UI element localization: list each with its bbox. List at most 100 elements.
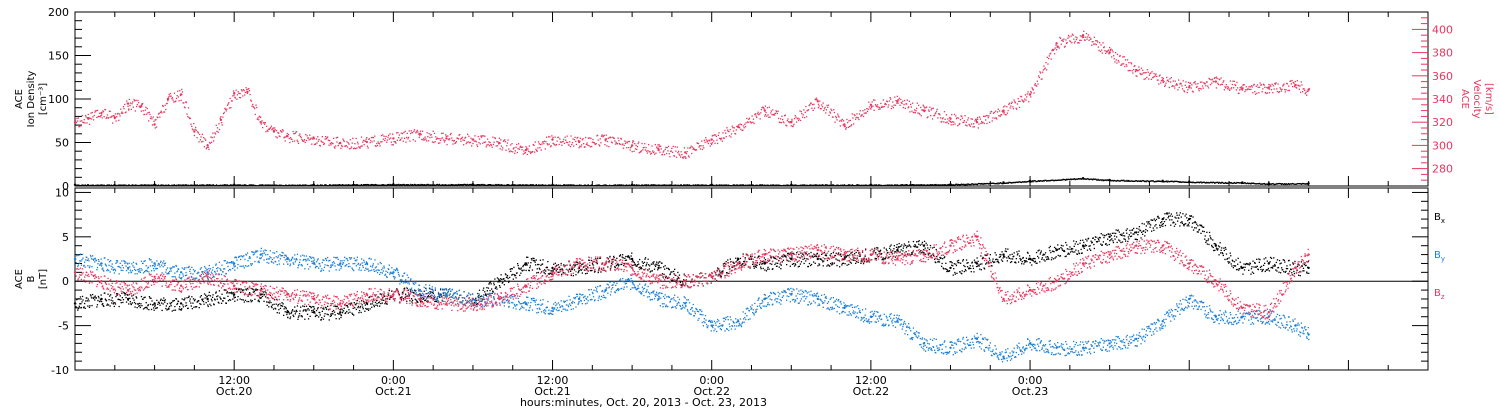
- velocity-point: [423, 138, 424, 139]
- bx-point: [211, 300, 212, 301]
- velocity-point: [771, 114, 772, 115]
- bx-point: [204, 293, 205, 294]
- bx-point: [726, 261, 727, 262]
- velocity-point: [403, 141, 404, 142]
- velocity-point: [1027, 91, 1028, 92]
- bx-point: [481, 295, 482, 296]
- bx-point: [119, 306, 120, 307]
- velocity-data-point: [445, 137, 447, 139]
- velocity-point: [297, 140, 298, 141]
- density-series: [74, 177, 1310, 187]
- velocity-point: [1217, 83, 1218, 84]
- bx-point: [163, 297, 164, 298]
- velocity-point: [554, 144, 555, 145]
- velocity-point: [904, 100, 905, 101]
- velocity-point: [759, 113, 760, 114]
- bx-point: [538, 272, 539, 273]
- bx-point: [116, 295, 117, 296]
- velocity-point: [444, 140, 445, 141]
- velocity-point: [757, 113, 758, 114]
- bx-point: [517, 263, 518, 264]
- velocity-point: [265, 122, 266, 123]
- velocity-point: [887, 101, 888, 102]
- velocity-point: [1169, 87, 1170, 88]
- velocity-point: [659, 146, 660, 147]
- velocity-point: [419, 135, 420, 136]
- bx-point: [504, 280, 505, 281]
- bx-point: [724, 275, 725, 276]
- velocity-data-point: [87, 118, 89, 120]
- bx-point: [662, 273, 663, 274]
- velocity-point: [947, 118, 948, 119]
- velocity-point: [463, 144, 464, 145]
- velocity-point: [421, 139, 422, 140]
- bx-point: [487, 290, 488, 291]
- velocity-point: [497, 145, 498, 146]
- velocity-point: [1199, 90, 1200, 91]
- velocity-point: [1035, 83, 1036, 84]
- velocity-point: [212, 137, 213, 138]
- velocity-point: [507, 139, 508, 140]
- velocity-point: [131, 109, 132, 110]
- velocity-point: [1284, 89, 1285, 90]
- velocity-point: [1209, 79, 1210, 80]
- velocity-point: [83, 122, 84, 123]
- velocity-point: [654, 154, 655, 155]
- velocity-data-point: [949, 118, 951, 120]
- velocity-point: [1303, 88, 1304, 89]
- velocity-axis-label: Velocity: [1471, 79, 1482, 118]
- bx-point: [122, 302, 123, 303]
- velocity-point: [1047, 63, 1048, 64]
- velocity-point: [226, 110, 227, 111]
- velocity-point: [1112, 50, 1113, 51]
- bx-point: [136, 297, 137, 298]
- velocity-point: [1202, 85, 1203, 86]
- velocity-point: [1175, 85, 1176, 86]
- velocity-point: [1223, 80, 1224, 81]
- velocity-point: [663, 150, 664, 151]
- velocity-point: [653, 151, 654, 152]
- velocity-point: [149, 114, 150, 115]
- velocity-point: [1115, 52, 1116, 53]
- velocity-point: [1126, 64, 1127, 65]
- bx-point: [744, 261, 745, 262]
- velocity-point: [1216, 77, 1217, 78]
- bx-point: [82, 299, 83, 300]
- velocity-point: [1027, 93, 1028, 94]
- velocity-point: [171, 96, 172, 97]
- bx-point: [377, 305, 378, 306]
- velocity-point: [592, 142, 593, 143]
- velocity-point: [325, 136, 326, 137]
- velocity-point: [994, 118, 995, 119]
- bx-point: [727, 259, 728, 260]
- velocity-point: [1143, 72, 1144, 73]
- bx-point: [597, 263, 598, 264]
- velocity-tick-label: 400: [1432, 23, 1453, 36]
- velocity-point: [122, 113, 123, 114]
- bx-point: [293, 315, 294, 316]
- velocity-point: [505, 150, 506, 151]
- velocity-point: [1095, 40, 1096, 41]
- velocity-point: [298, 143, 299, 144]
- bx-point: [520, 273, 521, 274]
- velocity-point: [572, 142, 573, 143]
- bx-point: [510, 271, 511, 272]
- velocity-point: [108, 117, 109, 118]
- velocity-point: [644, 143, 645, 144]
- velocity-point: [116, 120, 117, 121]
- velocity-data-point: [273, 130, 275, 132]
- velocity-point: [836, 119, 837, 120]
- velocity-point: [758, 112, 759, 113]
- velocity-data-point: [1108, 51, 1110, 53]
- velocity-point: [153, 121, 154, 122]
- velocity-point: [988, 117, 989, 118]
- velocity-point: [1290, 80, 1291, 81]
- bx-point: [326, 309, 327, 310]
- velocity-point: [1155, 73, 1156, 74]
- velocity-point: [742, 130, 743, 131]
- bx-point: [319, 312, 320, 313]
- velocity-point: [181, 100, 182, 101]
- bx-point: [483, 290, 484, 291]
- velocity-point: [1013, 108, 1014, 109]
- velocity-point: [921, 115, 922, 116]
